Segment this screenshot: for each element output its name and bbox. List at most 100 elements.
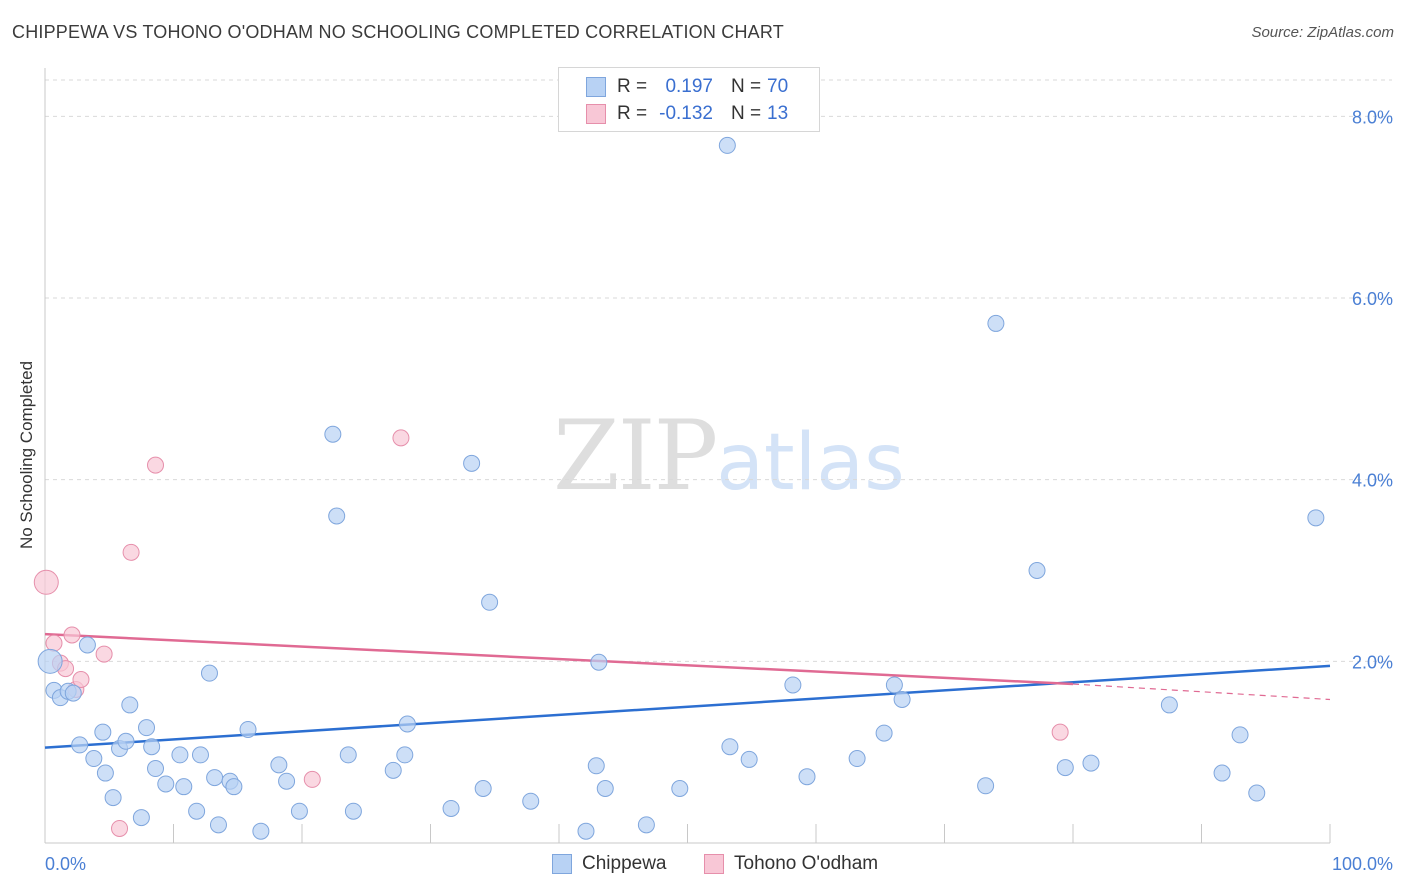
chippewa-point (143, 738, 161, 756)
tohono-swatch (586, 104, 606, 124)
axes (44, 68, 1331, 844)
tohono-point (147, 456, 165, 474)
tohono-point (111, 819, 129, 837)
chippewa-point (848, 750, 866, 768)
chippewa-point (71, 736, 89, 754)
chippewa-point (270, 756, 288, 774)
y-tick-label: 8.0% (1352, 107, 1393, 127)
chippewa-point (596, 780, 614, 797)
chippewa-point (463, 454, 481, 472)
r-label: R = (617, 76, 648, 97)
chippewa-point (188, 802, 206, 820)
chippewa-point (1231, 726, 1249, 744)
tohono-point (122, 543, 140, 561)
y-tick-label: 4.0% (1352, 471, 1393, 491)
chippewa-point (278, 772, 296, 790)
chippewa-point (175, 778, 193, 796)
chippewa-point (637, 816, 655, 834)
y-tick-labels: 2.0% 4.0% 6.0% 8.0% (1352, 107, 1393, 672)
chippewa-point (239, 720, 257, 738)
chippewa-point (1248, 784, 1266, 802)
chippewa-point (587, 757, 605, 775)
tohono-point (303, 770, 321, 788)
x-tick-label: 100.0% (1332, 854, 1393, 874)
x-tick-label: 0.0% (45, 854, 86, 874)
chippewa-point (1056, 759, 1074, 777)
chippewa-point (132, 809, 150, 827)
tohono-point (1051, 723, 1069, 741)
chippewa-point (987, 314, 1005, 332)
chippewa-point (590, 653, 608, 671)
chippewa-point (885, 676, 903, 694)
chippewa-point (200, 664, 218, 682)
chippewa-point (191, 746, 209, 764)
chippewa-point (396, 746, 414, 764)
chippewa-point (37, 648, 63, 674)
n-label: N = (731, 76, 762, 97)
tohono-point (95, 645, 113, 663)
chippewa-point (1028, 562, 1046, 579)
legend-row-tohono: R = -0.132 N = 13 (559, 101, 819, 127)
chippewa-point (157, 775, 175, 793)
n-value: 13 (767, 103, 789, 124)
watermark-atlas: atlas (716, 418, 905, 508)
chippewa-point (206, 769, 224, 787)
trend-lines (44, 632, 1331, 749)
chippewa-point (344, 802, 362, 820)
n-value: 70 (767, 76, 789, 97)
chippewa-point (64, 684, 82, 702)
chippewa-point (784, 676, 802, 694)
chippewa-point (577, 822, 595, 840)
y-tick-label: 2.0% (1352, 652, 1393, 672)
chippewa-point (78, 636, 96, 654)
chippewa-point (398, 715, 416, 733)
chippewa-point (481, 593, 499, 611)
chippewa-point (138, 719, 156, 737)
stats-legend: R = 0.197 N = 70 R = -0.132 N = 13 (558, 67, 820, 132)
chippewa-point (474, 780, 492, 797)
r-value: 0.197 (665, 76, 713, 97)
r-label: R = (617, 103, 648, 124)
watermark: ZIPatlas (553, 400, 905, 512)
chippewa-point (384, 761, 402, 779)
chippewa-point (225, 778, 243, 796)
source-credit: Source: ZipAtlas.com (1251, 24, 1394, 41)
series-legend: Chippewa Tohono O'odham (0, 852, 1406, 878)
chippewa-point (977, 777, 995, 795)
chippewa-point (252, 822, 270, 840)
chippewa-point (522, 792, 540, 810)
n-label: N = (731, 103, 762, 124)
chippewa-point (147, 760, 165, 778)
tohono-swatch (704, 854, 724, 874)
chart-title: CHIPPEWA VS TOHONO O'ODHAM NO SCHOOLING … (12, 22, 784, 42)
chippewa-point (671, 780, 689, 797)
chippewa-point (171, 746, 189, 764)
chippewa-point (85, 750, 103, 768)
r-value: -0.132 (659, 103, 713, 124)
chippewa-point (1307, 509, 1325, 527)
chippewa-point (328, 507, 346, 525)
chippewa-point (324, 425, 342, 443)
tohono-trend-extension (1072, 683, 1331, 701)
chippewa-point (94, 723, 112, 741)
chippewa-point (104, 789, 122, 807)
chippewa-point (121, 696, 139, 714)
chippewa-point (1082, 754, 1100, 772)
watermark-zip: ZIP (553, 400, 718, 512)
chippewa-point (798, 768, 816, 786)
tohono-trend-line (44, 632, 1074, 686)
legend-label: Chippewa (582, 853, 667, 874)
tohono-point (72, 671, 90, 688)
chippewa-trend-line (44, 664, 1331, 749)
chippewa-swatch (552, 854, 572, 874)
chippewa-point (117, 732, 135, 750)
chippewa-point (875, 724, 893, 742)
tohono-point (45, 634, 63, 652)
x-tick-labels: 0.0% 100.0% (45, 854, 1393, 874)
chippewa-point (740, 750, 758, 768)
tohono-point (392, 429, 410, 447)
tohono-point (63, 626, 81, 644)
chippewa-point (209, 816, 227, 834)
grid-lines (45, 79, 1392, 662)
